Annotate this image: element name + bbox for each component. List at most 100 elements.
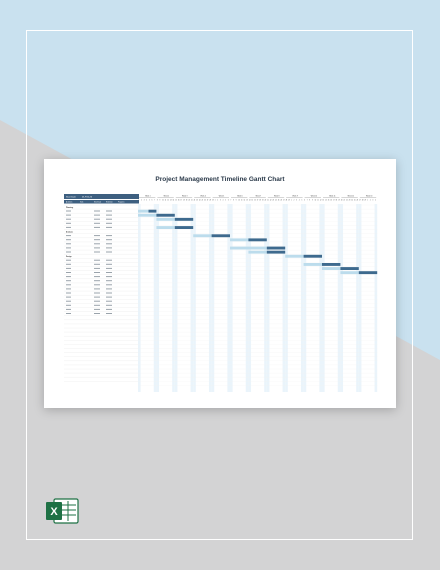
task-end-text [106,243,112,245]
gantt-bar-progress [322,263,341,266]
weekend-column [374,204,378,392]
weekend-column [208,204,212,392]
gantt-grid: Start Date 01-Feb-20 Activities Task Start… [64,194,378,392]
week-label: Week 11 [329,196,335,198]
task-start-text [94,243,100,245]
task-start-text [94,210,100,212]
task-text [66,280,71,282]
day-number: 17 [333,199,335,201]
day-number: 5 [225,199,226,201]
task-end-text [106,313,112,314]
gantt-bar-planned [340,271,359,275]
weekend-column [153,204,157,392]
day-number: 13 [246,199,248,201]
day-number: 16 [330,199,332,201]
weekend-column [300,204,304,392]
day-number: 29 [212,199,214,201]
weekend-column [322,204,325,392]
day-number: 1 [215,199,216,201]
column-header: Task [80,201,83,203]
task-start-text [94,288,100,290]
task-text [66,218,71,220]
gantt-bar-planned [285,254,304,258]
column-header: Progress [118,201,125,203]
weekend-column [337,204,341,392]
task-end-text [106,218,112,220]
week-label: Week 3 [182,196,187,198]
task-start-text [94,300,100,302]
weekend-column [303,204,307,392]
start-date-value: 01-Feb-20 [82,197,93,199]
gantt-bar-progress [211,234,230,238]
task-end-text [106,247,112,249]
task-end-text [106,276,112,278]
task-end-text [106,284,112,286]
gantt-bar-progress [174,217,194,221]
week-label: Week 12 [348,196,354,198]
day-number: 23 [349,199,351,201]
weekend-column [156,204,160,392]
day-number: 21 [267,199,269,201]
day-number: 29 [288,199,290,201]
day-number: 24 [351,199,353,201]
task-end-text [106,222,112,224]
task-end-text [106,239,112,241]
day-number: 20 [265,199,267,201]
day-number: 26 [204,199,206,201]
gantt-bars [138,209,378,275]
column-headers: Activities Task Start Date End Date Progress [66,200,125,203]
weekend-column [172,204,175,392]
task-text [66,284,71,286]
start-date-label: Start Date [66,196,77,199]
gantt-bar-planned [230,238,249,242]
day-number: 26 [357,199,359,201]
day-number: 18 [259,199,261,201]
gantt-bar-planned [230,246,267,250]
day-number: 17 [257,199,259,201]
day-number: 8 [309,199,310,201]
day-number: 9 [236,199,237,201]
day-number: 11 [317,199,319,201]
day-number: 27 [283,199,285,201]
task-text [66,292,71,294]
week-label: Week 7 [256,196,261,198]
day-number: 8 [157,199,158,201]
day-number: 25 [278,199,280,201]
task-end-text [106,251,112,253]
task-start-text [94,313,100,314]
task-text [66,226,71,228]
gantt-bar-planned [322,267,341,270]
spreadsheet-preview: Project Management Timeline Gantt Chart … [44,159,396,408]
week-label: Week 4 [200,196,205,198]
day-number: 10 [238,199,240,201]
day-number: 19 [262,199,264,201]
day-number: 13 [323,199,325,201]
task-text [66,267,71,269]
task-start-text [94,280,100,282]
task-end-text [106,259,112,261]
day-number: 19 [338,199,340,201]
task-end-text [106,280,112,282]
svg-text:X: X [50,506,58,518]
day-number: 14 [325,199,327,201]
day-number: 4 [299,199,300,201]
start-date-header [64,194,139,199]
task-start-text [94,214,100,216]
week-label: Week 10 [311,196,317,198]
columns-header-row [64,200,139,204]
gantt-bar-progress [303,254,322,258]
day-number: 25 [202,199,204,201]
task-start-text [94,308,100,310]
task-end-text [106,272,112,273]
day-number: 2 [141,199,142,201]
day-number: 17 [181,199,183,201]
task-end-text [106,214,112,216]
week-label: Week 9 [292,196,297,198]
sheet-title: Project Management Timeline Gantt Chart [155,176,285,183]
task-start-text [94,276,100,278]
task-start-text [94,226,100,228]
phase-label: Design [66,256,72,258]
task-start-text [94,218,100,220]
task-start-text [94,304,100,306]
